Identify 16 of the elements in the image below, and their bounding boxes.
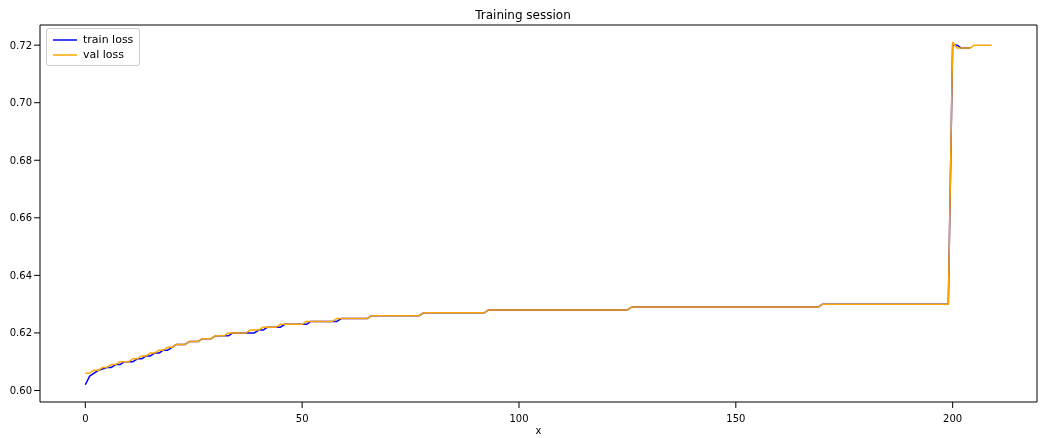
y-tick-label: 0.66 bbox=[9, 212, 32, 224]
y-tick-label: 0.72 bbox=[9, 39, 32, 51]
x-tick-label: 150 bbox=[726, 413, 746, 424]
legend-label: train loss bbox=[83, 32, 134, 47]
y-tick-label: 0.68 bbox=[9, 154, 32, 166]
y-tick-label: 0.70 bbox=[9, 97, 32, 109]
legend-label: val loss bbox=[83, 47, 125, 62]
x-tick-label: 50 bbox=[295, 413, 309, 424]
y-tick-label: 0.62 bbox=[9, 327, 32, 339]
y-tick-label: 0.60 bbox=[9, 385, 32, 397]
y-tick-label: 0.64 bbox=[9, 269, 32, 281]
x-axis-title: x bbox=[535, 425, 542, 436]
x-tick-label: 200 bbox=[943, 413, 963, 424]
x-tick-label: 0 bbox=[82, 413, 89, 424]
x-tick-label: 100 bbox=[509, 413, 529, 424]
chart-title: Training session bbox=[474, 8, 572, 24]
